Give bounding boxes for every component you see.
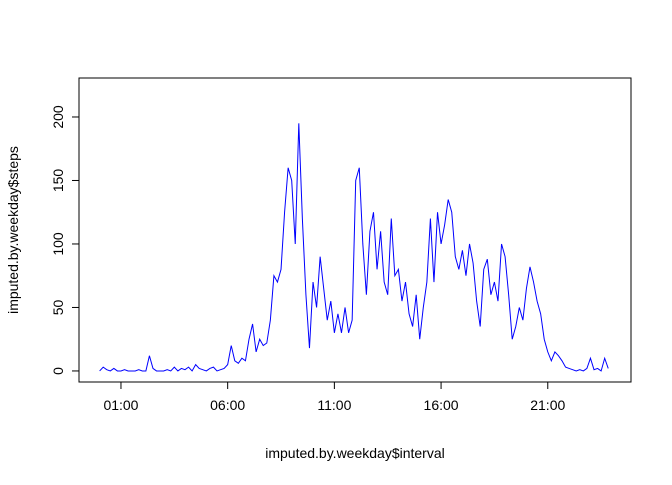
y-tick-label: 50 [50,299,66,315]
y-tick-label: 0 [50,367,66,375]
x-tick-label: 16:00 [424,397,459,413]
y-axis-label: imputed.by.weekday$steps [5,146,21,314]
data-line [99,123,609,372]
x-tick-label: 21:00 [530,397,565,413]
plot-box [78,77,632,383]
y-tick-label: 200 [50,105,66,129]
x-tick-label: 01:00 [103,397,138,413]
x-tick-label: 06:00 [210,397,245,413]
x-axis-label: imputed.by.weekday$interval [265,445,445,461]
x-tick-label: 11:00 [317,397,351,413]
y-tick-label: 100 [50,232,66,256]
y-tick-label: 150 [50,169,66,193]
